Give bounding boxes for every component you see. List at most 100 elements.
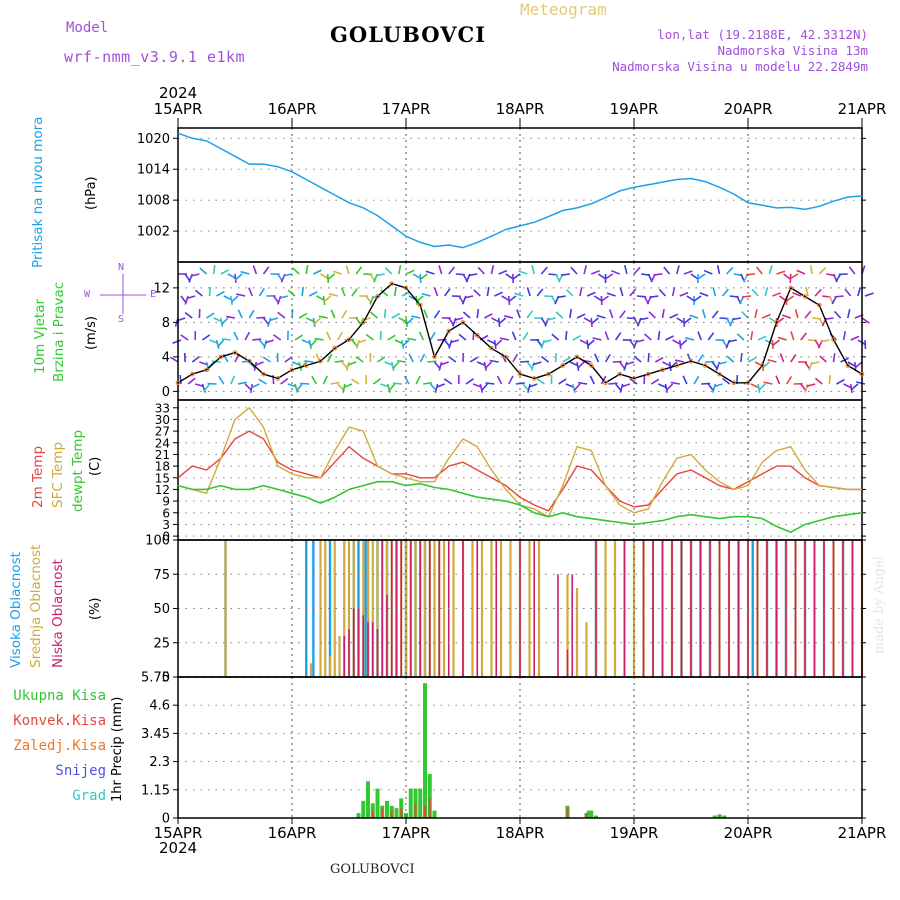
wind-arrow-123 xyxy=(314,337,324,341)
wind-arrow-364 xyxy=(604,353,611,363)
wind-arrow-7 xyxy=(184,295,189,305)
wind-arrow-139 xyxy=(340,287,346,297)
wind-speed-point-2 xyxy=(204,367,209,373)
wind-arrow-301 xyxy=(536,288,544,297)
wind-arrow-339 xyxy=(579,339,589,345)
wind-arrow-332 xyxy=(569,308,572,319)
ytick-label-2-8: 24 xyxy=(155,436,170,450)
wind-arrow-398 xyxy=(639,317,649,321)
wind-arrow-149 xyxy=(343,383,353,389)
wind-arrow-333 xyxy=(572,335,582,341)
wind-arrow-89 xyxy=(280,377,289,385)
wind-arrow-13 xyxy=(186,295,196,300)
wind-arrow-530 xyxy=(804,310,812,319)
ytick-label-1-0: 0 xyxy=(162,385,170,400)
time-tick-bottom-3: 18APR xyxy=(496,824,545,842)
wind-speed-point-44 xyxy=(802,294,808,299)
wind-arrow-140 xyxy=(341,309,348,319)
wind-arrow-117 xyxy=(309,339,317,348)
wind-arrow-492 xyxy=(755,266,763,275)
wind-arrow-216 xyxy=(425,270,435,275)
wind-arrow-575 xyxy=(850,383,859,391)
wind-arrow-24 xyxy=(199,267,208,275)
wind-arrow-366 xyxy=(604,273,614,280)
wind-arrow-37 xyxy=(223,295,233,301)
wind-arrow-445 xyxy=(699,292,709,297)
wind-speed-point-26 xyxy=(546,371,551,377)
wind-speed-point-48 xyxy=(859,371,865,377)
wind-arrow-405 xyxy=(657,330,661,341)
wind-arrow-484 xyxy=(747,357,757,363)
wind-speed-point-43 xyxy=(788,285,794,291)
legend-hail: Grad xyxy=(72,788,106,804)
wind-arrow-75 xyxy=(263,339,268,349)
wind-arrow-276 xyxy=(505,273,514,280)
wind-arrow-331 xyxy=(565,289,574,297)
wind-arrow-68 xyxy=(256,316,266,319)
wind-arrow-164 xyxy=(361,317,371,322)
wind-arrow-489 xyxy=(757,335,767,341)
wind-arrow-209 xyxy=(423,381,433,385)
wind-arrow-491 xyxy=(757,383,761,394)
wind-arrow-436 xyxy=(686,353,692,363)
wind-arrow-190 xyxy=(392,361,400,370)
wind-speed-point-39 xyxy=(731,380,737,386)
wind-speed-point-15 xyxy=(389,281,395,286)
model-label: Model xyxy=(66,20,109,36)
wind-arrow-87 xyxy=(272,334,282,341)
wind-arrow-118 xyxy=(304,360,314,363)
precip-bar-0-24 xyxy=(722,815,727,818)
precip-bar-1-0 xyxy=(371,810,374,818)
wind-speed-point-20 xyxy=(460,320,466,325)
wind-arrow-107 xyxy=(295,383,303,392)
wind-arrow-304 xyxy=(530,361,536,371)
wind-arrow-338 xyxy=(576,313,586,319)
wind-speed-point-8 xyxy=(289,367,295,373)
precip-bar-0-22 xyxy=(712,815,717,818)
wind-arrow-120 xyxy=(320,273,329,280)
wind-arrow-175 xyxy=(380,289,389,297)
wind-arrow-191 xyxy=(392,382,402,385)
model-name: wrf-nmm_v3.9.1 e1km xyxy=(64,48,246,66)
wind-arrow-554 xyxy=(824,317,834,321)
wind-arrow-504 xyxy=(776,270,786,275)
wind-arrow-423 xyxy=(678,339,682,350)
wind-arrow-38 xyxy=(219,317,224,327)
wind-speed-point-25 xyxy=(531,376,537,381)
wind-speed-point-16 xyxy=(403,285,409,291)
wind-arrow-417 xyxy=(672,339,681,345)
wind-speed-line xyxy=(177,282,863,384)
wind-arrow-353 xyxy=(589,375,595,385)
wind-arrow-279 xyxy=(499,337,509,341)
wind-arrow-571 xyxy=(857,287,862,297)
wind-arrow-503 xyxy=(763,381,773,385)
wind-arrow-518 xyxy=(781,314,792,319)
wind-arrow-66 xyxy=(252,265,258,275)
wind-arrow-330 xyxy=(560,273,570,276)
wind-arrow-581 xyxy=(856,381,866,385)
ytick-label-4-5: 5.75 xyxy=(141,671,170,686)
time-tick-bottom-2: 17APR xyxy=(382,824,431,842)
wind-arrow-292 xyxy=(519,360,530,363)
wind-arrow-227 xyxy=(435,383,445,389)
wind-arrow-325 xyxy=(556,295,566,299)
wind-arrow-213 xyxy=(429,331,436,341)
ytick-label-3-3: 75 xyxy=(153,568,170,583)
wind-arrow-217 xyxy=(433,287,439,297)
wind-arrow-336 xyxy=(570,266,578,275)
wind-speed-point-34 xyxy=(660,367,665,373)
wind-arrow-545 xyxy=(814,377,823,385)
wind-arrow-221 xyxy=(434,383,439,393)
wind-arrow-300 xyxy=(531,265,536,275)
wind-arrow-3 xyxy=(172,339,182,344)
wind-arrow-19 xyxy=(194,289,203,297)
wind-speed-point-18 xyxy=(432,354,437,360)
wind-arrow-200 xyxy=(405,317,414,325)
wind-arrow-419 xyxy=(665,383,674,391)
wind-speed-point-28 xyxy=(574,354,580,360)
wind-arrow-41 xyxy=(218,375,225,385)
wind-arrow-223 xyxy=(443,288,451,297)
wind-arrow-510 xyxy=(783,273,792,281)
ytick-label-4-0: 0 xyxy=(162,812,170,827)
wind-arrow-53 xyxy=(237,381,247,385)
